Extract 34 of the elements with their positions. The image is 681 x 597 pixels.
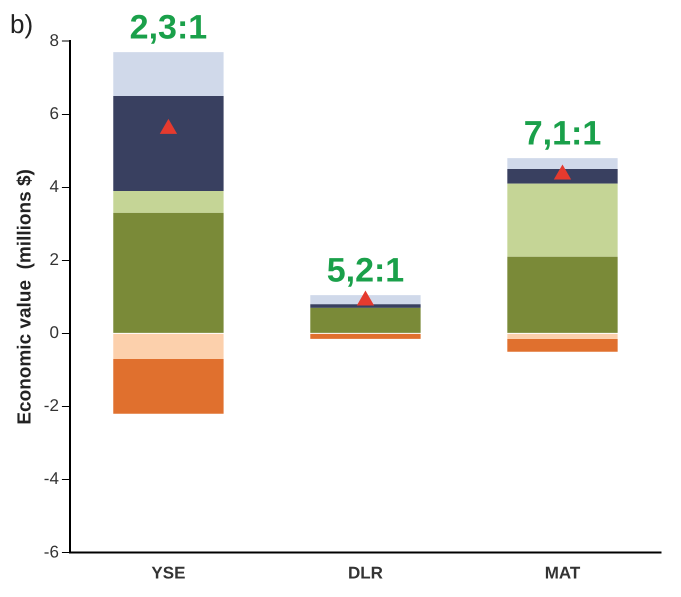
- bar: [507, 169, 618, 184]
- y-tick-label: 8: [49, 30, 59, 50]
- bar: [310, 334, 421, 339]
- x-tick-label: YSE: [151, 563, 186, 582]
- annotation: 2,3:1: [130, 8, 208, 47]
- point: [160, 119, 177, 134]
- bar: [113, 96, 224, 191]
- bar: [113, 359, 224, 414]
- bar: [310, 308, 421, 333]
- bar: [113, 334, 224, 359]
- annotation: 5,2:1: [326, 251, 404, 290]
- point: [357, 291, 374, 306]
- y-tick-label: 6: [49, 104, 59, 123]
- bar: [113, 190, 224, 213]
- bar: [113, 52, 224, 96]
- bar: [507, 338, 618, 352]
- chart-title: b): [10, 8, 34, 39]
- bar: [507, 184, 618, 257]
- y-tick-label: -2: [44, 396, 59, 416]
- point: [554, 165, 571, 180]
- x-tick-label: DLR: [348, 563, 383, 582]
- x-tick-label: MAT: [544, 563, 581, 582]
- y-tick-label: 0: [49, 323, 59, 342]
- y-tick-label: 2: [49, 250, 59, 270]
- y-tick-label: -6: [44, 542, 59, 562]
- y-axis-title: Economic value (millions $): [14, 169, 36, 425]
- annotation: 7,1:1: [524, 114, 602, 152]
- y-tick-label: -4: [44, 469, 59, 488]
- y-tick-label: 4: [49, 177, 59, 196]
- bar: [310, 304, 421, 308]
- bar: [113, 212, 224, 333]
- bar: [507, 158, 618, 170]
- bar: [507, 256, 618, 333]
- bar: [507, 334, 618, 339]
